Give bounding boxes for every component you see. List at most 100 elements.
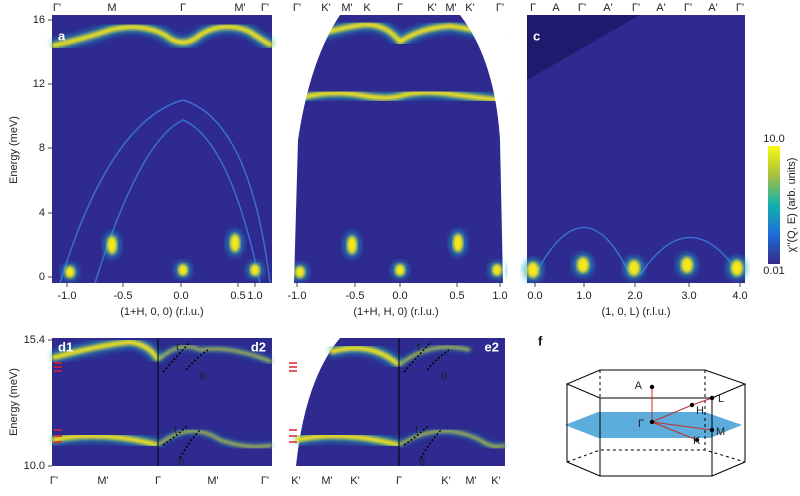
annotation: t: [176, 341, 179, 353]
x-tick-label: -1.0: [288, 290, 307, 302]
top-label: Γ': [261, 2, 269, 14]
panel-label: e1: [293, 339, 307, 354]
dispersion: [94, 119, 261, 284]
point-label: L: [718, 393, 724, 405]
blob: [295, 266, 305, 278]
top-label: A': [708, 2, 717, 14]
top-label: Γ: [530, 2, 536, 14]
bottom-label: K': [350, 475, 359, 487]
x-tick-label: 1.0: [576, 290, 591, 302]
bottom-face-back: [566, 449, 746, 463]
x-tick-label: 0.0: [392, 290, 407, 302]
edges-hidden: [599, 370, 706, 450]
colorbar: [768, 146, 780, 264]
colorbar-min: 0.01: [763, 265, 784, 277]
top-label: K': [427, 2, 436, 14]
top-label: Γ': [496, 2, 504, 14]
heatmap: [287, 15, 505, 283]
colorbar-label: χ''(Q, E) (arb. units): [786, 158, 798, 253]
mask: [460, 15, 505, 283]
bottom-label: Γ: [396, 475, 402, 487]
dispersion: [59, 99, 184, 284]
panel-label: a: [58, 28, 66, 43]
blob: [107, 236, 117, 254]
band: [299, 89, 501, 103]
y-tick-label: 4: [39, 207, 45, 219]
band: [299, 22, 501, 46]
point: [709, 395, 715, 401]
bottom-label: K': [291, 475, 300, 487]
y-tick-label: 12: [33, 78, 45, 90]
blob: [628, 260, 640, 276]
top-label: K': [465, 2, 474, 14]
x-tick-label: 1.0: [492, 290, 507, 302]
annotation: t: [174, 424, 177, 436]
band: [398, 346, 471, 366]
top-label: M: [107, 2, 116, 14]
bottom-label: K': [441, 475, 450, 487]
dispersion: [534, 226, 631, 276]
plane: [565, 412, 742, 438]
x-tick-label: 0.5: [449, 290, 464, 302]
annotation: t: [417, 341, 420, 353]
y-axis-label: Energy (meV): [8, 116, 20, 184]
top-label: Γ': [53, 2, 61, 14]
dispersion: [639, 236, 741, 276]
top-label: A': [656, 2, 665, 14]
y-tick-label: 16: [33, 14, 45, 26]
band: [398, 430, 506, 448]
blob: [250, 264, 260, 276]
panel-label: d1: [58, 339, 73, 354]
top-label: K': [321, 2, 330, 14]
point: [689, 402, 695, 408]
panel-label: d2: [251, 339, 266, 354]
y-tick-label: 15.4: [24, 334, 45, 346]
blob: [577, 257, 589, 273]
x-tick-label: 2.0: [627, 290, 642, 302]
top-label: Γ': [578, 2, 586, 14]
point: [649, 419, 655, 425]
x-tick-label: -0.5: [114, 290, 133, 302]
bottom-label: Γ': [261, 475, 269, 487]
blob: [681, 257, 693, 273]
dark-region: [527, 15, 640, 80]
band: [329, 345, 401, 367]
blob: [65, 266, 75, 278]
bottom-label: Γ': [50, 475, 58, 487]
panel-label: f: [538, 333, 543, 348]
top-label: M': [234, 2, 245, 14]
annotation: b: [419, 456, 425, 468]
dispersion: [182, 99, 271, 284]
x-tick-label: -1.0: [58, 290, 77, 302]
band: [295, 433, 400, 448]
annotation: b: [178, 456, 184, 468]
top-label: Γ': [684, 2, 692, 14]
top-label: Γ': [736, 2, 744, 14]
y-tick-label: 10.0: [24, 460, 45, 472]
top-label: M': [445, 2, 456, 14]
x-tick-label: 0.0: [527, 290, 542, 302]
bottom-label: K': [491, 475, 500, 487]
panel-label: e2: [485, 339, 499, 354]
y-tick-label: 8: [39, 142, 45, 154]
blob: [347, 236, 357, 254]
top-label: K: [363, 2, 371, 14]
point: [649, 384, 655, 390]
y-axis-label: Energy (meV): [8, 368, 20, 436]
x-axis-label: (1, 0, L) (r.l.u.): [601, 306, 670, 318]
annotation: b: [200, 370, 206, 382]
heatmap: [527, 15, 745, 283]
prism-lower: [566, 370, 746, 477]
bottom-label: M': [321, 475, 332, 487]
point-label: K: [693, 435, 701, 447]
x-tick-label: 4.0: [732, 290, 747, 302]
x-tick-label: 3.0: [681, 290, 696, 302]
top-label: A': [603, 2, 612, 14]
top-label: A: [552, 2, 560, 14]
band: [51, 24, 274, 49]
band: [51, 433, 159, 448]
point-label: A: [635, 380, 643, 392]
top-label: Γ: [397, 2, 403, 14]
fit: [403, 341, 432, 373]
